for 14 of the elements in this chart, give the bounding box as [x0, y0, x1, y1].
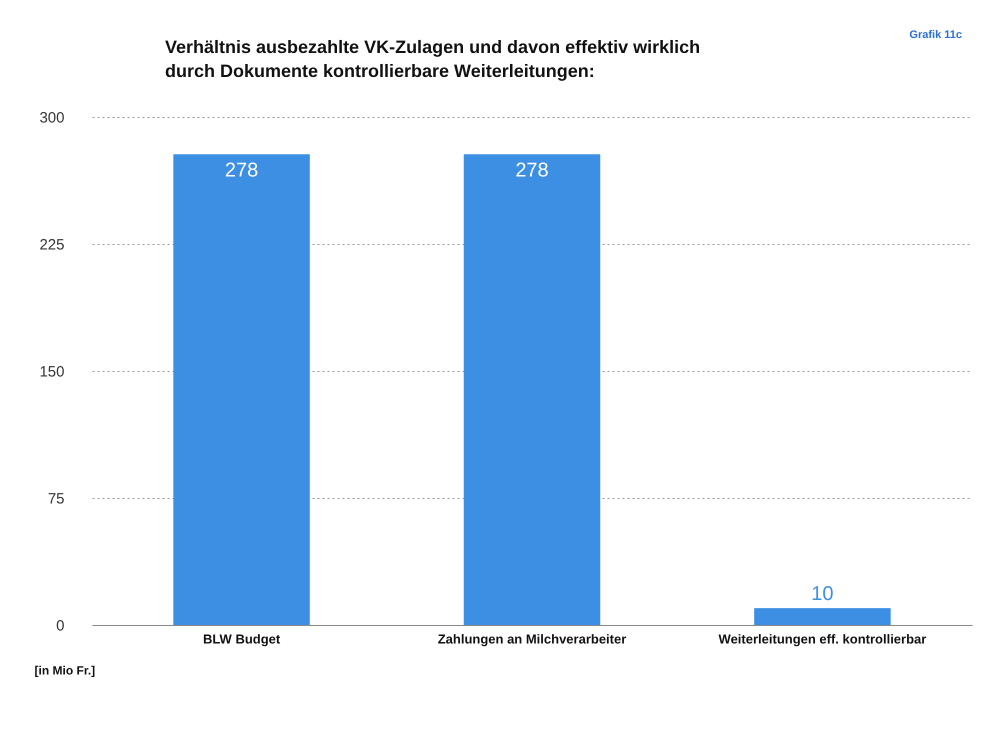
y-tick-label: 300	[39, 110, 64, 126]
chart-title: Verhältnis ausbezahlte VK-Zulagen und davon effektiv wirklich durch Dokumente kontrollierbare Weiterleitungen:	[165, 37, 700, 81]
text: Grafik 11c	[909, 29, 962, 41]
y-tick-label: 225	[39, 236, 64, 254]
y-tick-label: 150	[39, 364, 64, 380]
y-axis-title: [in Mio Fr.]	[34, 664, 96, 678]
y-tick-label: 0	[56, 618, 64, 634]
data-label: 278	[515, 159, 549, 182]
y-tick-label: 75	[48, 490, 64, 508]
x-tick-label: Zahlungen an Milchverarbeiter	[438, 632, 626, 646]
data-label: 10	[811, 583, 834, 606]
x-tick-label: Weiterleitungen eff. kontrollierbar	[718, 632, 926, 646]
data-label: 278	[224, 159, 258, 182]
x-tick-label: BLW Budget	[202, 632, 281, 646]
